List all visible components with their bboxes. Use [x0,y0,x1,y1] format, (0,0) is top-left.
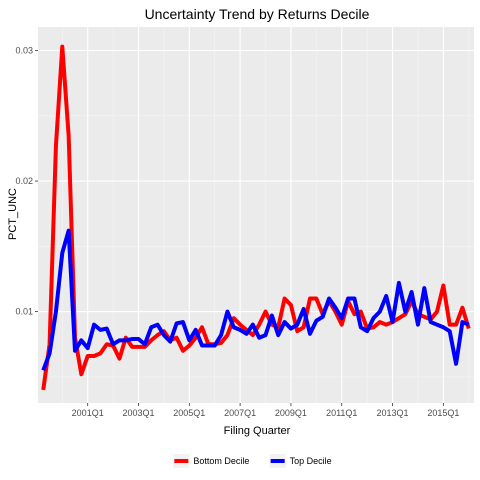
x-tick-label: 2005Q1 [173,408,205,418]
y-tick-label: 0.01 [15,307,33,317]
x-tick-label: 2003Q1 [122,408,154,418]
x-tick-label: 2011Q1 [326,408,357,418]
x-tick-label: 2007Q1 [224,408,256,418]
x-tick-label: 2009Q1 [275,408,307,418]
legend: Bottom Decile Top Decile [173,454,332,468]
y-axis-title: PCT_UNC [7,188,19,240]
y-axis: 0.01 0.02 0.03 [15,46,38,317]
x-axis-title: Filing Quarter [224,425,291,437]
series-line-top-decile [41,228,470,372]
x-tick-label: 2001Q1 [72,408,104,418]
x-tick-label: 2015Q1 [427,408,459,418]
legend-label-bottom-decile: Bottom Decile [193,456,249,466]
chart-title: Uncertainty Trend by Returns Decile [145,6,370,22]
x-tick-label: 2013Q1 [377,408,409,418]
x-axis: 2001Q1 2003Q1 2005Q1 2007Q1 2009Q1 2011Q1 2013… [72,403,459,418]
series-lines [41,44,471,391]
legend-label-top-decile: Top Decile [290,456,332,466]
y-tick-label: 0.03 [15,46,33,56]
y-tick-label: 0.02 [15,176,33,186]
